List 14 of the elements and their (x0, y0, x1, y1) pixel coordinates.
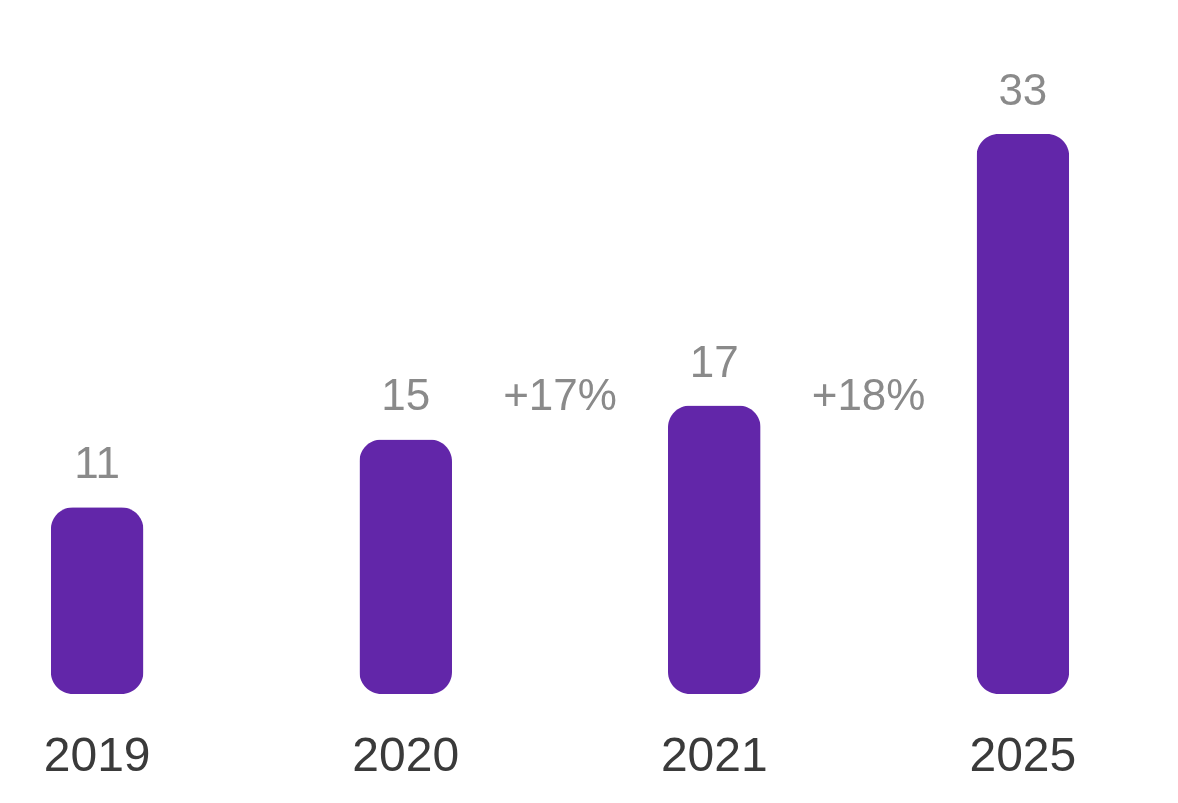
data-label: 17 (689, 336, 739, 386)
annotation: +17% (503, 370, 617, 420)
bar (976, 134, 1070, 694)
x-tick-label: 2020 (352, 727, 460, 781)
bar (668, 405, 761, 694)
x-tick-label: 2025 (969, 727, 1077, 781)
data-label: 11 (74, 438, 120, 488)
data-label: 15 (381, 370, 431, 420)
bar (50, 507, 144, 694)
x-tick-label: 2021 (660, 727, 768, 781)
data-label: 33 (998, 65, 1048, 114)
annotation: +18% (811, 370, 926, 420)
x-tick-label: 2019 (43, 727, 151, 781)
bar (359, 439, 452, 694)
